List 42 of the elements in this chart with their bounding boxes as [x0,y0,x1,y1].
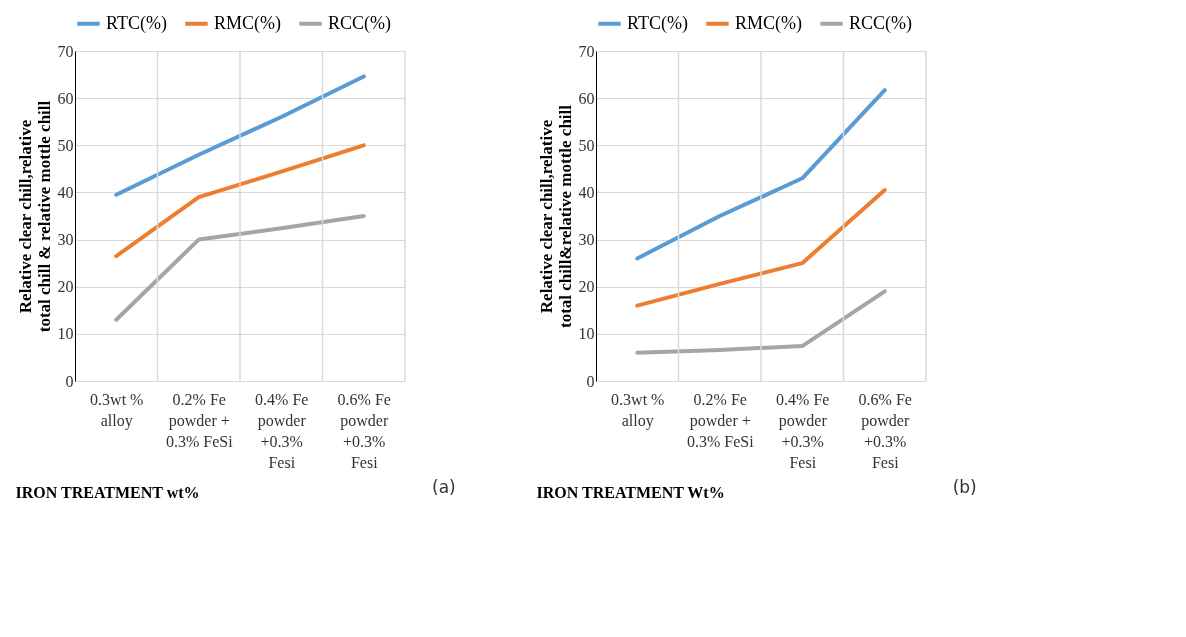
y-tick-label: 70 [578,42,595,60]
legend-label: RCC(%) [328,12,392,34]
x-tick-label: 0.4% Fe powder +0.3% Fesi [255,390,309,471]
y-tick-label: 20 [578,278,595,296]
line-series [114,143,366,259]
x-tick-label: 0.4% Fe powder +0.3% Fesi [776,390,830,471]
legend-label: RTC(%) [106,12,167,34]
y-tick-label: 30 [57,231,74,249]
y-tick-label: 50 [578,136,595,154]
y-tick-label: 60 [578,89,595,107]
y-tick-label: 70 [57,42,74,60]
y-axis-title: Relative clear chill,relative total chill & relative mottle chill [15,100,54,333]
y-tick-label: 60 [57,89,74,107]
line-series [114,214,366,322]
x-axis-title: IRON TREATMENT Wt% [536,483,725,501]
line-series [114,74,366,197]
y-tick-label: 20 [57,278,74,296]
line-series [635,88,887,261]
line-series [635,289,887,355]
x-tick-label: 0.3wt % alloy [90,390,144,430]
line-series [635,188,887,308]
y-tick-label: 10 [578,325,595,343]
text: (b) [952,477,977,497]
y-tick-label: 0 [586,372,595,390]
x-axis-title: IRON TREATMENT wt% [15,483,200,501]
y-tick-label: 50 [57,136,74,154]
x-tick-label: 0.3wt % alloy [611,390,665,430]
text: (a) [432,477,456,497]
y-tick-label: 40 [578,183,595,201]
x-tick-label: 0.6% Fe powder +0.3% Fesi [858,390,912,471]
legend-label: RMC(%) [214,12,281,34]
legend-label: RCC(%) [849,12,913,34]
x-tick-label: 0.2% Fe powder + 0.3% FeSi [686,390,755,450]
y-axis-title: Relative clear chill,relative total chill&relative mottle chill [536,104,575,328]
y-tick-label: 40 [57,183,74,201]
y-tick-label: 0 [65,372,74,390]
y-tick-label: 30 [578,231,595,249]
y-tick-label: 10 [57,325,74,343]
x-tick-label: 0.2% Fe powder + 0.3% FeSi [165,390,234,450]
legend-label: RMC(%) [735,12,802,34]
x-tick-label: 0.6% Fe powder +0.3% Fesi [337,390,391,471]
legend-label: RTC(%) [627,12,688,34]
